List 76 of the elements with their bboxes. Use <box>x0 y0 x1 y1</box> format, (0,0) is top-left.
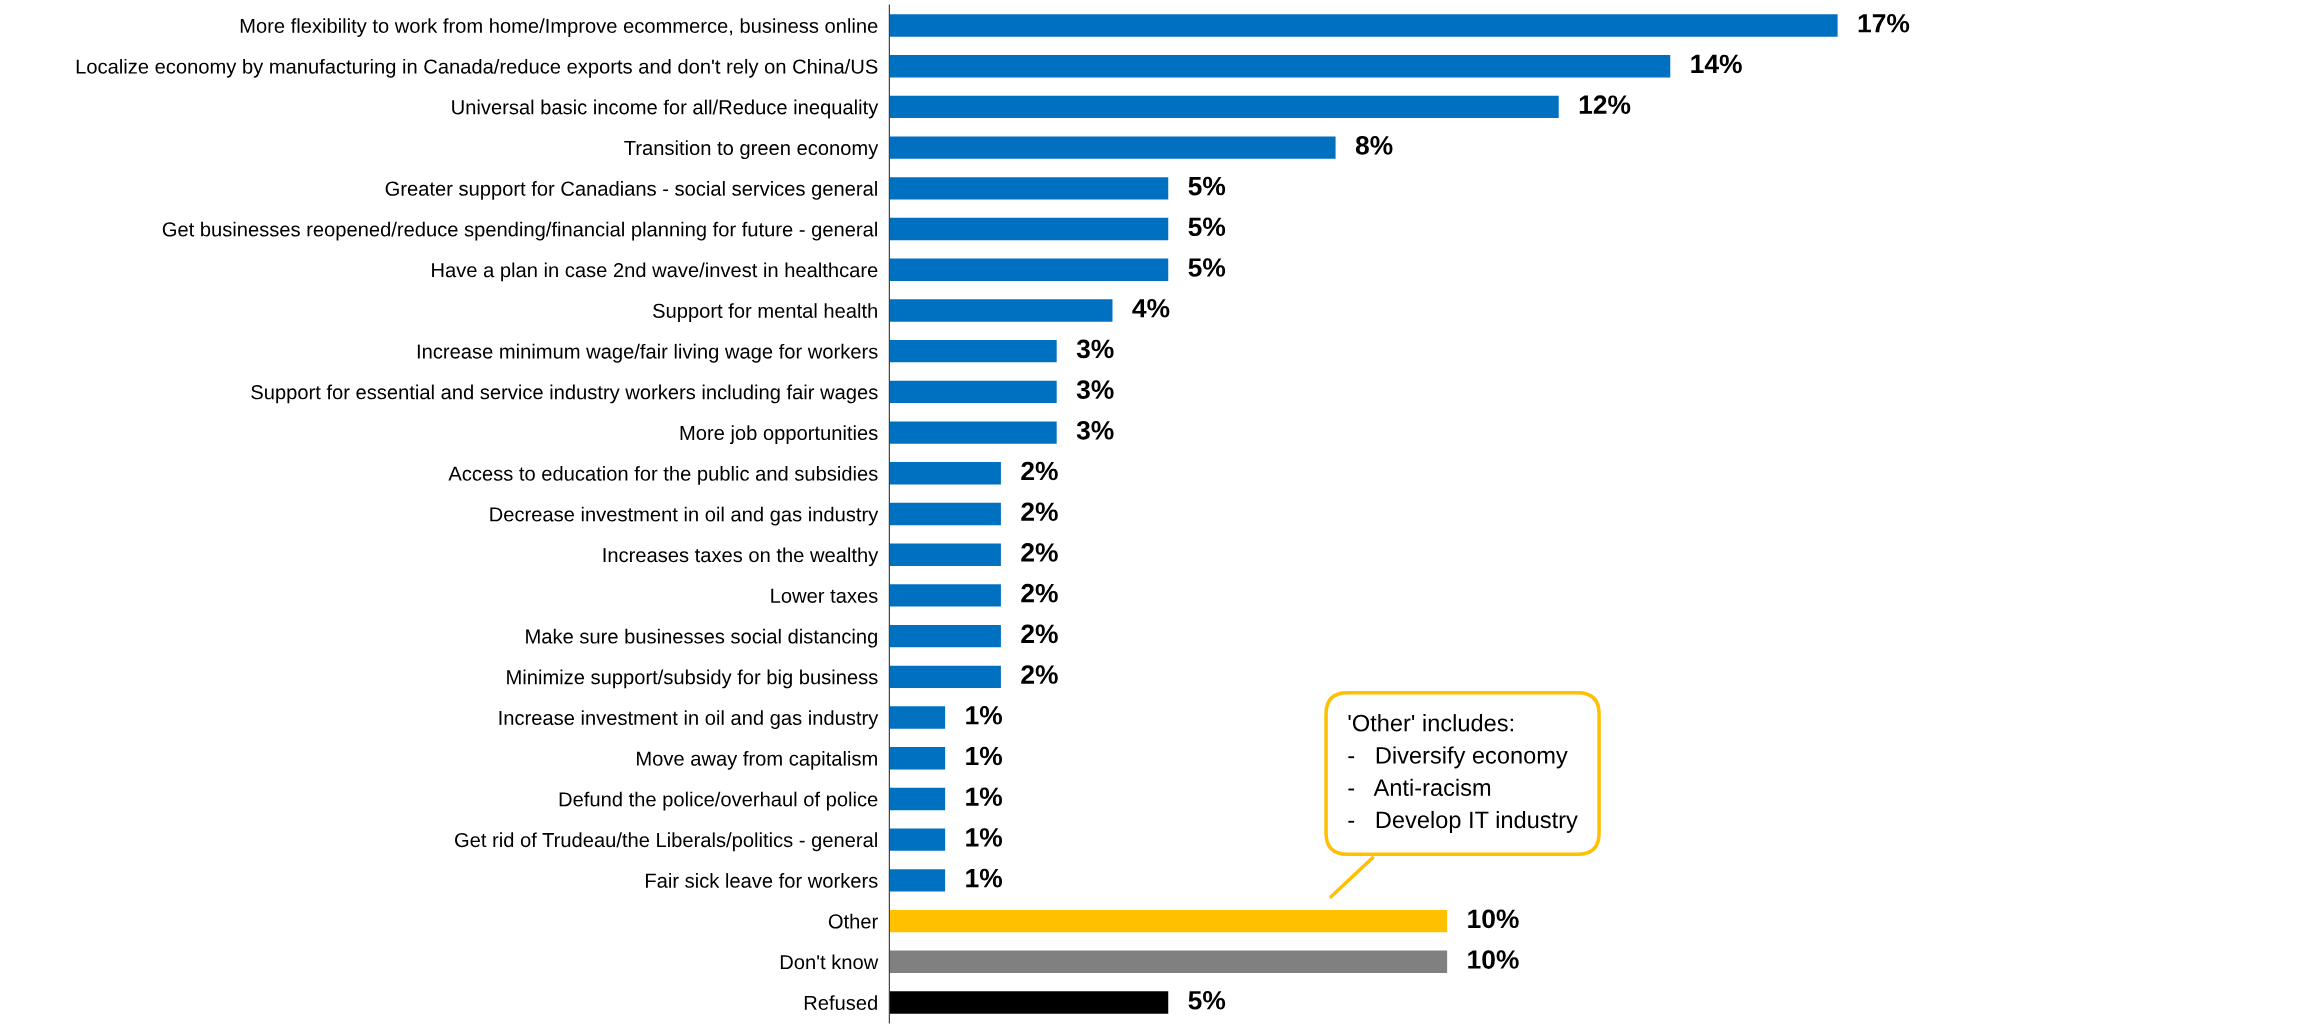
bar <box>889 136 1336 159</box>
data-label: 10% <box>1468 909 1519 929</box>
data-label: 10% <box>1468 950 1519 969</box>
y-tick-label: Localize economy by manufacturing in Canada/reduce exports and don't rely on China/US <box>76 58 878 78</box>
y-tick-label: Support for mental health <box>653 303 877 322</box>
data-label: 2% <box>1021 624 1058 644</box>
y-tick-label: Minimize support/subsidy for big business <box>507 669 878 689</box>
y-tick-label: Decrease investment in oil and gas industry <box>490 506 879 526</box>
y-tick-label: Fair sick leave for workers <box>646 873 878 888</box>
y-tick-label: Refused <box>804 995 877 1010</box>
bar <box>889 543 1001 566</box>
bar <box>889 258 1169 281</box>
bar <box>889 55 1671 78</box>
data-label: 1% <box>966 787 1003 806</box>
y-tick-label: Lower taxes <box>771 588 878 603</box>
data-label: 4% <box>1132 298 1170 318</box>
y-tick-label: Increase investment in oil and gas industry <box>499 710 879 730</box>
y-tick-label: Make sure businesses social distancing <box>526 628 877 648</box>
data-label: 1% <box>966 706 1003 725</box>
data-label: 3% <box>1076 339 1114 359</box>
bar <box>889 462 1001 485</box>
data-label: 5% <box>1188 990 1226 1010</box>
bar <box>889 14 1838 37</box>
y-tick-label: Have a plan in case 2nd wave/invest in healthcare <box>432 262 878 282</box>
data-label: 5% <box>1188 217 1226 237</box>
bar <box>889 624 1001 648</box>
y-tick-label: More flexibility to work from home/Improve ecommerce, business online <box>240 18 878 37</box>
bar <box>889 177 1169 200</box>
y-tick-label: Get rid of Trudeau/the Liberals/politics - general <box>455 832 877 852</box>
data-label: 1% <box>966 828 1003 847</box>
data-label: 2% <box>1021 583 1058 603</box>
y-tick-label: Transition to green economy <box>624 140 879 160</box>
y-tick-label: Access to education for the public and subsidies <box>448 465 878 485</box>
bar <box>889 299 1113 322</box>
bar <box>889 787 946 811</box>
y-tick-label: Get businesses reopened/reduce spending/financial planning for future - general <box>162 221 877 241</box>
bar <box>889 217 1169 241</box>
y-tick-label: Increases taxes on the wealthy <box>603 547 879 567</box>
y-tick-label: Increase minimum wage/fair living wage for workers <box>417 343 878 363</box>
bar <box>889 380 1057 404</box>
bar <box>889 584 1001 607</box>
data-label: 2% <box>1021 665 1058 684</box>
bar <box>889 747 946 770</box>
data-label: 5% <box>1188 258 1226 277</box>
bar <box>889 991 1169 1014</box>
data-label: 8% <box>1355 136 1393 155</box>
y-tick-label: Move away from capitalism <box>637 750 877 770</box>
y-tick-label: More job opportunities <box>680 425 878 445</box>
data-label: 14% <box>1691 54 1742 74</box>
data-label: 3% <box>1076 380 1114 399</box>
data-label: 2% <box>1021 543 1058 562</box>
y-tick-label: Greater support for Canadians - social services general <box>385 181 877 200</box>
y-tick-label: Don't know <box>780 954 879 970</box>
data-label: 2% <box>1021 461 1058 481</box>
bar <box>889 665 1001 689</box>
data-label: 1% <box>966 746 1003 766</box>
bar <box>889 828 946 851</box>
bar <box>889 502 1001 526</box>
data-label: 12% <box>1579 95 1631 114</box>
data-label: 3% <box>1076 420 1114 440</box>
bar <box>889 706 946 729</box>
annotation: 'Other' includes: - Diversify economy - Anti-racism - Develop IT industry <box>1348 714 1578 833</box>
data-label: 1% <box>966 868 1003 888</box>
bar <box>889 869 946 892</box>
bar <box>889 950 1448 973</box>
y-tick-label: Defund the police/overhaul of police <box>559 791 878 811</box>
y-tick-label: Universal basic income for all/Reduce inequality <box>452 99 879 119</box>
bar <box>889 909 1448 933</box>
bar <box>889 95 1559 119</box>
bar <box>889 421 1057 444</box>
data-label: 5% <box>1188 176 1226 196</box>
bar <box>889 339 1057 363</box>
y-tick-label: Support for essential and service industry workers including fair wages <box>251 384 878 404</box>
y-tick-label: Other <box>828 913 878 929</box>
data-label: 2% <box>1021 502 1058 522</box>
data-label: 17% <box>1858 13 1910 33</box>
